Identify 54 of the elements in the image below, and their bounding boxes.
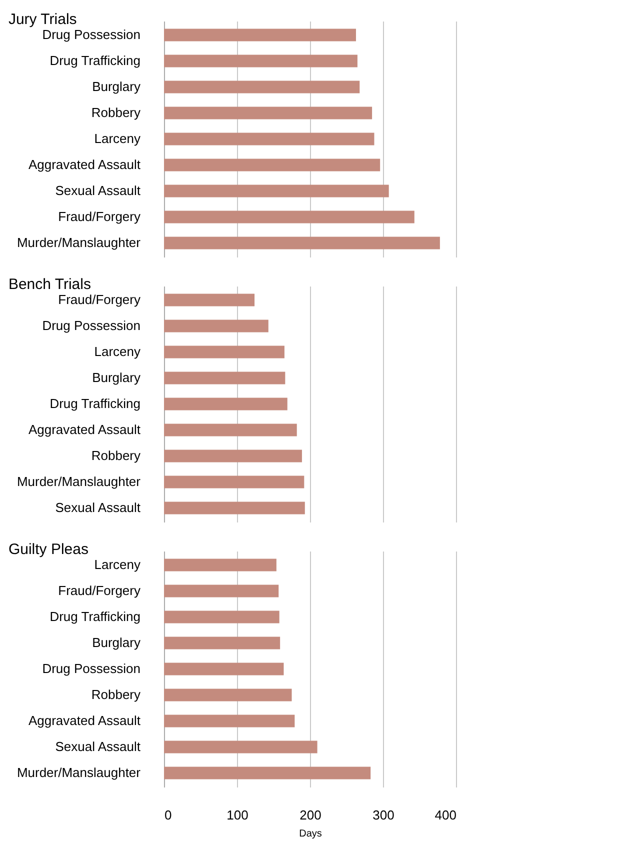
y-tick-label: Drug Possession <box>42 27 140 42</box>
y-tick-label: Fraud/Forgery <box>58 208 141 224</box>
y-tick-label: Sexual Assault <box>55 182 141 198</box>
bar <box>164 210 414 224</box>
x-tick-label: 400 <box>434 808 456 822</box>
bar <box>164 106 372 120</box>
y-tick-label: Murder/Manslaughter <box>16 474 142 489</box>
x-tick-label: 200 <box>300 808 322 822</box>
y-tick-label: Sexual Assault <box>55 738 141 754</box>
bar <box>164 236 440 250</box>
y-tick-label: Drug Possession <box>42 661 140 676</box>
bar <box>164 80 360 94</box>
bar <box>164 450 302 462</box>
bar <box>164 54 358 68</box>
y-tick-label: Drug Trafficking <box>50 53 140 68</box>
bar <box>164 398 288 410</box>
y-tick-label: Robbery <box>91 448 141 463</box>
chart-title: Guilty Pleas <box>8 541 88 558</box>
y-tick-label: Aggravated Assault <box>28 712 141 728</box>
y-tick-label: Drug Possession <box>42 318 140 334</box>
y-tick-label: Sexual Assault <box>55 500 141 515</box>
y-tick-label: Larceny <box>94 131 141 146</box>
bar <box>164 476 304 488</box>
x-axis-title: Days <box>299 828 322 840</box>
bar <box>164 320 268 332</box>
y-tick-label: Burglary <box>92 635 141 650</box>
y-tick-label: Burglary <box>92 370 141 386</box>
y-tick-label: Drug Trafficking <box>50 396 140 411</box>
y-tick-label: Larceny <box>94 557 141 572</box>
y-tick-label: Murder/Manslaughter <box>16 764 142 780</box>
bar <box>164 294 255 306</box>
bar <box>164 502 305 514</box>
y-tick-label: Robbery <box>91 686 141 702</box>
y-tick-label: Aggravated Assault <box>28 156 141 172</box>
y-tick-label: Aggravated Assault <box>28 422 141 437</box>
y-tick-label: Robbery <box>91 105 141 120</box>
bar <box>164 184 389 198</box>
bar <box>164 424 297 436</box>
x-tick-label: 300 <box>372 808 394 822</box>
text: Jury Trials <box>8 11 77 28</box>
bar <box>164 346 284 358</box>
bar <box>164 28 356 42</box>
bar <box>164 372 286 384</box>
y-tick-label: Fraud/Forgery <box>58 583 141 598</box>
bar <box>164 158 380 172</box>
bar <box>164 132 374 146</box>
x-tick-label: 100 <box>226 808 248 822</box>
y-tick-label: Drug Trafficking <box>50 609 140 624</box>
y-tick-label: Fraud/Forgery <box>58 292 141 308</box>
y-tick-label: Murder/Manslaughter <box>16 234 142 250</box>
chart-title: Bench Trials <box>8 276 91 293</box>
y-tick-label: Burglary <box>92 79 141 94</box>
x-tick-label: 0 <box>164 808 172 822</box>
y-tick-label: Larceny <box>94 344 141 360</box>
